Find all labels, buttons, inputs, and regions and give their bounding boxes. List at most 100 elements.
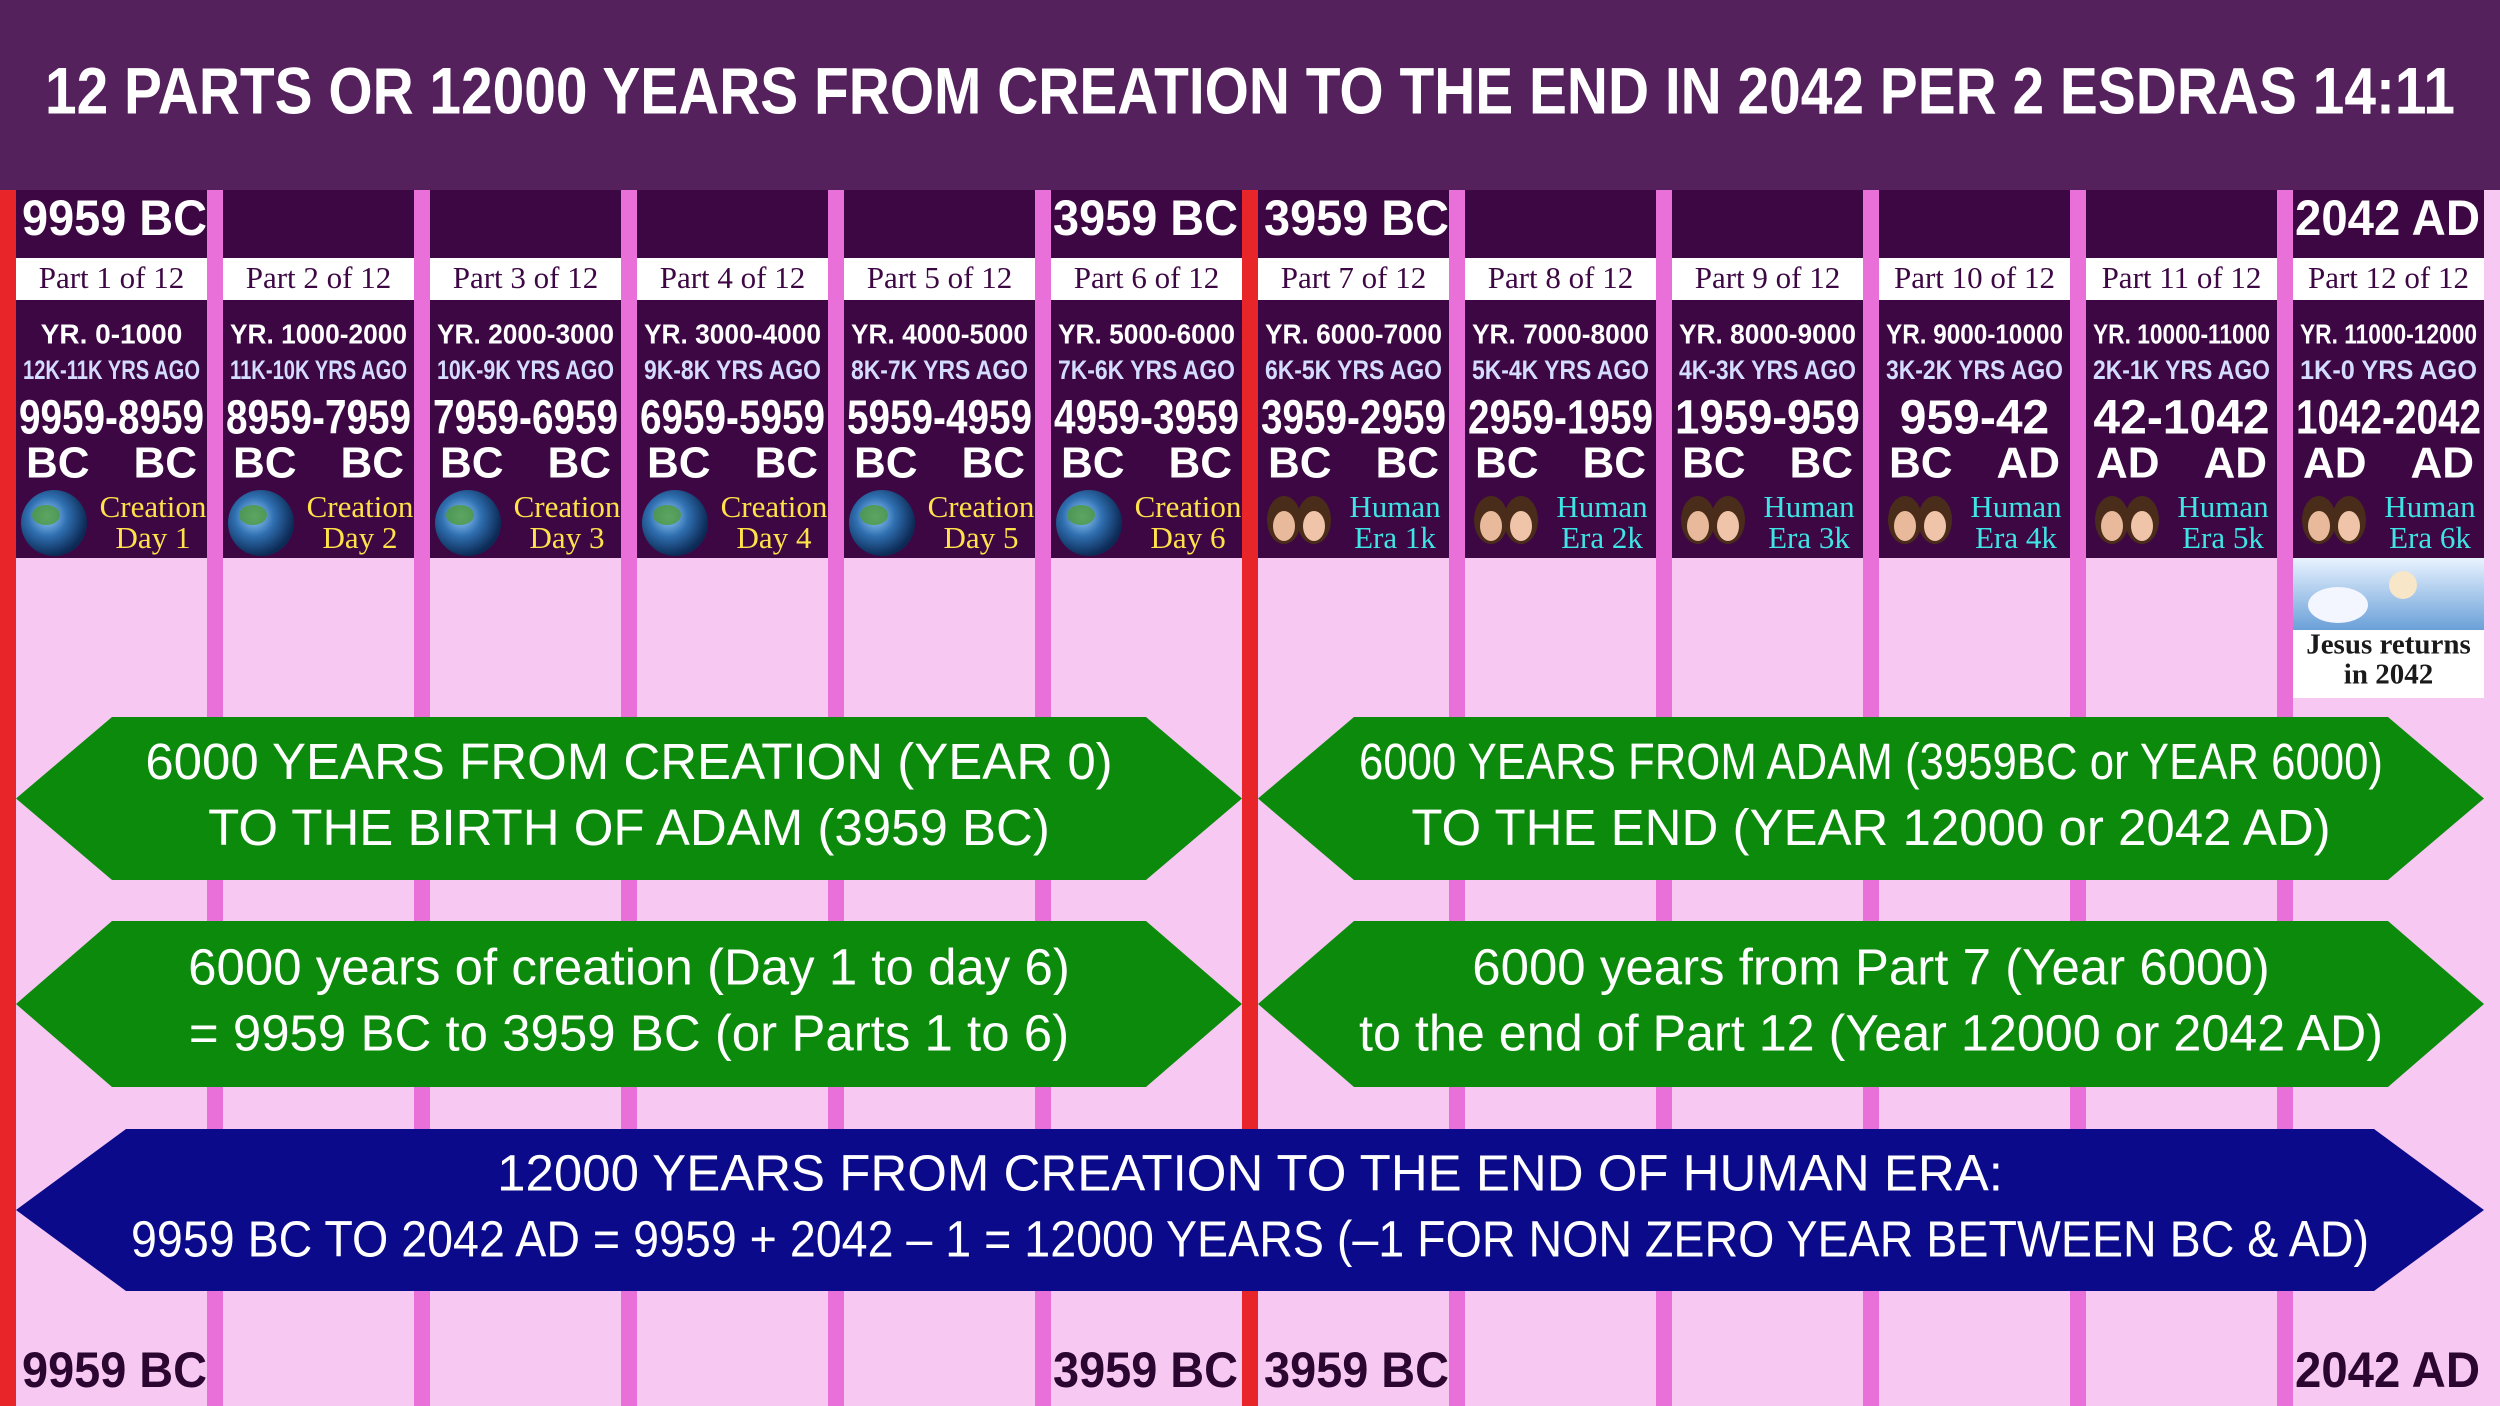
range-label: 42-1042 — [2093, 392, 2269, 445]
left-red-bar — [0, 190, 16, 1406]
part-label: Part 5 of 12 — [867, 260, 1013, 295]
part-label: Part 11 of 12 — [2102, 260, 2262, 295]
era-start: BC — [1268, 439, 1332, 488]
caption-line: Human — [2384, 489, 2476, 524]
part-label: Part 12 of 12 — [2308, 260, 2469, 295]
years-label: YR. 7000-8000 — [1472, 318, 1649, 349]
human-face — [1687, 511, 1709, 541]
human-face — [1924, 511, 1946, 541]
era-end: AD — [2203, 439, 2267, 488]
range-label: 4959-3959 — [1054, 392, 1239, 445]
era-end: AD — [2410, 439, 2474, 488]
column-header — [2086, 190, 2277, 558]
earth-land — [32, 505, 60, 525]
jesus-caption: Jesus returns — [2306, 629, 2471, 661]
year-marker: 2042 AD — [2295, 190, 2480, 246]
caption-line: Era 5k — [2182, 520, 2264, 555]
range-label: 2959-1959 — [1468, 392, 1653, 445]
ago-label: 1K-0 YRS AGO — [2300, 355, 2477, 385]
ago-label: 7K-6K YRS AGO — [1058, 355, 1235, 385]
part-label: Part 3 of 12 — [453, 260, 599, 295]
range-label: 5959-4959 — [847, 392, 1032, 445]
part-label: Part 7 of 12 — [1281, 260, 1427, 295]
caption-line: Human — [1970, 489, 2062, 524]
era-end: BC — [1582, 439, 1646, 488]
era-end: BC — [961, 439, 1025, 488]
era-end: BC — [754, 439, 818, 488]
ago-label: 9K-8K YRS AGO — [644, 355, 821, 385]
era-start: BC — [1061, 439, 1125, 488]
arrow-shape — [16, 1129, 2484, 1291]
arrow-text: 9959 BC TO 2042 AD = 9959 + 2042 – 1 = 1… — [131, 1210, 2369, 1267]
human-face — [1303, 511, 1325, 541]
year-marker: 3959 BC — [1264, 1342, 1449, 1398]
years-label: YR. 2000-3000 — [437, 318, 614, 349]
era-start: BC — [647, 439, 711, 488]
rider-shape — [2389, 571, 2417, 599]
years-label: YR. 8000-9000 — [1679, 318, 1856, 349]
arrow-text: TO THE BIRTH OF ADAM (3959 BC) — [208, 799, 1050, 856]
part-label: Part 2 of 12 — [246, 260, 392, 295]
caption-line: Creation — [514, 489, 621, 524]
years-label: YR. 11000-12000 — [2300, 318, 2477, 349]
years-label: YR. 9000-10000 — [1886, 318, 2063, 349]
ago-label: 3K-2K YRS AGO — [1886, 355, 2063, 385]
era-start: BC — [854, 439, 918, 488]
human-face — [1273, 511, 1295, 541]
caption-line: Creation — [928, 489, 1035, 524]
arrow-shape — [16, 921, 1242, 1087]
caption-line: Era 3k — [1768, 520, 1850, 555]
caption-line: Day 5 — [944, 520, 1019, 555]
part-box — [1051, 258, 1242, 300]
ago-label: 12K-11K YRS AGO — [23, 355, 200, 385]
year-marker: 9959 BC — [22, 190, 207, 246]
range-label: 959-42 — [1900, 392, 2049, 445]
part-box — [1672, 258, 1863, 300]
year-marker: 3959 BC — [1264, 190, 1449, 246]
part-box — [1879, 258, 2070, 300]
part-box — [637, 258, 828, 300]
era-end: BC — [133, 439, 197, 488]
earth-land — [653, 505, 681, 525]
era-end: BC — [547, 439, 611, 488]
arrow-text: 6000 YEARS FROM ADAM (3959BC or YEAR 600… — [1359, 733, 2383, 790]
part-box — [223, 258, 414, 300]
era-end: AD — [1996, 439, 2060, 488]
years-label: YR. 6000-7000 — [1265, 318, 1442, 349]
part-box — [430, 258, 621, 300]
range-label: 7959-6959 — [433, 392, 618, 445]
ago-label: 5K-4K YRS AGO — [1472, 355, 1649, 385]
column-header — [1465, 190, 1656, 558]
earth-land — [860, 505, 888, 525]
part-label: Part 9 of 12 — [1695, 260, 1841, 295]
range-label: 3959-2959 — [1261, 392, 1446, 445]
human-face — [2101, 511, 2123, 541]
years-label: YR. 1000-2000 — [230, 318, 407, 349]
years-label: YR. 4000-5000 — [851, 318, 1028, 349]
title: 12 PARTS OR 12000 YEARS FROM CREATION TO… — [45, 53, 2455, 127]
caption-line: Era 2k — [1561, 520, 1643, 555]
part-box — [2293, 258, 2484, 300]
era-end: BC — [1168, 439, 1232, 488]
part-label: Part 1 of 12 — [39, 260, 185, 295]
earth-land — [1067, 505, 1095, 525]
arrow-text: TO THE END (YEAR 12000 or 2042 AD) — [1411, 799, 2330, 856]
caption-line: Creation — [721, 489, 828, 524]
arrow-text: 6000 years from Part 7 (Year 6000) — [1472, 938, 2270, 995]
era-start: BC — [26, 439, 90, 488]
human-face — [2131, 511, 2153, 541]
arrow-shape — [1258, 921, 2484, 1087]
year-marker: 2042 AD — [2295, 1342, 2480, 1398]
column-header — [1258, 190, 1449, 558]
arrow-text: 12000 YEARS FROM CREATION TO THE END OF … — [497, 1144, 2003, 1201]
years-label: YR. 5000-6000 — [1058, 318, 1235, 349]
part-box — [16, 258, 207, 300]
caption-line: Era 6k — [2389, 520, 2471, 555]
ago-label: 11K-10K YRS AGO — [230, 355, 407, 385]
era-start: BC — [440, 439, 504, 488]
human-face — [2338, 511, 2360, 541]
human-face — [1480, 511, 1502, 541]
column-header — [1879, 190, 2070, 558]
